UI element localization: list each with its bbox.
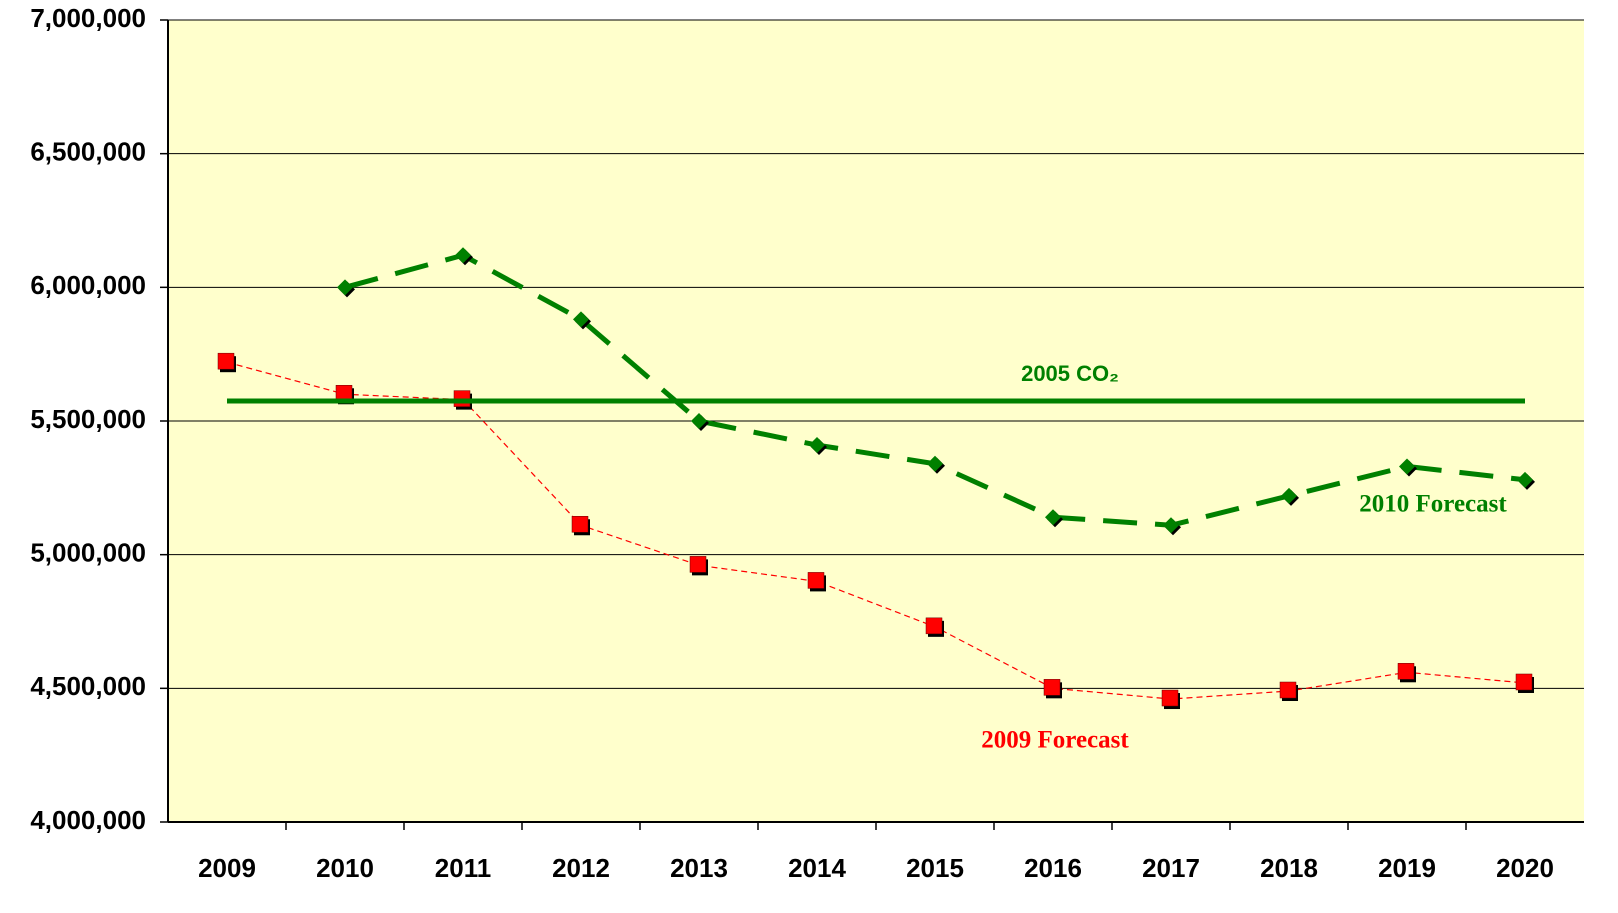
- marker-face: [1279, 681, 1297, 699]
- marker-face: [1399, 458, 1415, 475]
- x-tick-label: 2019: [1378, 853, 1436, 883]
- x-tick-label: 2017: [1142, 853, 1200, 883]
- marker-face: [573, 311, 589, 328]
- marker: [455, 247, 473, 266]
- marker-face: [925, 617, 943, 635]
- marker: [807, 572, 826, 592]
- y-tick-label: 6,500,000: [30, 137, 146, 167]
- series-label: 2010 Forecast: [1359, 491, 1507, 518]
- marker-face: [571, 516, 589, 533]
- series-label: 2005 CO₂: [1021, 361, 1119, 386]
- marker: [1043, 679, 1062, 699]
- marker-face: [217, 352, 235, 370]
- marker: [1515, 673, 1534, 693]
- marker: [809, 437, 827, 456]
- y-tick-label: 7,000,000: [30, 3, 146, 33]
- marker-face: [807, 572, 825, 589]
- marker-face: [1517, 471, 1533, 488]
- marker: [1517, 471, 1535, 490]
- y-tick-label: 5,000,000: [30, 538, 146, 568]
- marker: [1045, 509, 1063, 528]
- x-tick-label: 2009: [198, 853, 256, 883]
- marker: [573, 311, 591, 330]
- marker: [1161, 689, 1180, 710]
- marker: [925, 617, 944, 637]
- marker-face: [337, 279, 353, 296]
- marker: [217, 352, 236, 373]
- marker: [1399, 458, 1417, 477]
- marker: [1281, 487, 1299, 506]
- marker-face: [809, 437, 825, 454]
- x-tick-label: 2015: [906, 853, 964, 883]
- x-tick-label: 2010: [316, 853, 374, 883]
- marker: [1397, 663, 1416, 683]
- marker: [927, 455, 945, 474]
- marker-face: [1397, 663, 1415, 680]
- series-label: 2009 Forecast: [981, 727, 1129, 754]
- marker-face: [689, 556, 707, 573]
- x-tick-label: 2020: [1496, 853, 1554, 883]
- marker-face: [1043, 679, 1061, 696]
- x-tick-label: 2012: [552, 853, 610, 883]
- y-tick-label: 6,000,000: [30, 270, 146, 300]
- marker-face: [1045, 509, 1061, 526]
- y-tick-label: 4,500,000: [30, 671, 146, 701]
- marker-face: [691, 413, 707, 429]
- marker: [1279, 681, 1298, 702]
- x-tick-label: 2018: [1260, 853, 1318, 883]
- marker-face: [455, 247, 471, 264]
- x-tick-label: 2013: [670, 853, 728, 883]
- y-tick-label: 5,500,000: [30, 404, 146, 434]
- marker: [691, 413, 709, 431]
- marker: [337, 279, 355, 298]
- marker-face: [1163, 517, 1179, 534]
- marker-face: [1161, 689, 1179, 707]
- marker: [1163, 517, 1181, 536]
- marker-face: [927, 455, 943, 472]
- marker: [689, 556, 708, 576]
- x-tick-label: 2011: [435, 853, 491, 883]
- marker-face: [1515, 673, 1533, 691]
- marker-face: [1281, 487, 1297, 504]
- x-tick-label: 2014: [788, 853, 846, 883]
- x-tick-label: 2016: [1024, 853, 1082, 883]
- y-tick-label: 4,000,000: [30, 805, 146, 835]
- marker: [571, 516, 590, 536]
